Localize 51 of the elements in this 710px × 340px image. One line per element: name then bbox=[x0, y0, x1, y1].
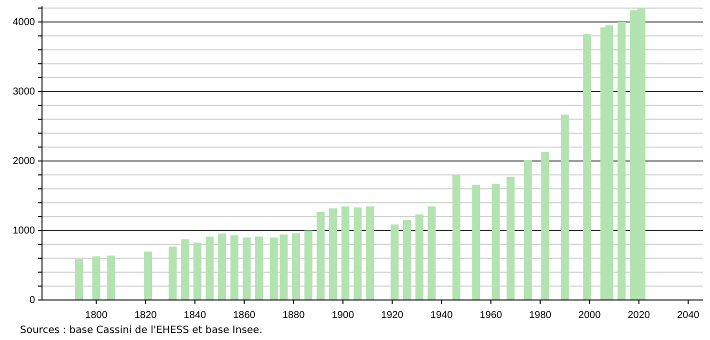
bar bbox=[341, 206, 350, 300]
x-tick-label: 1920 bbox=[381, 310, 404, 321]
y-tick-label: 4000 bbox=[12, 17, 36, 28]
bar bbox=[230, 235, 238, 300]
x-tick-label: 1960 bbox=[480, 310, 502, 321]
bar bbox=[255, 236, 264, 300]
x-tick-label: 1900 bbox=[332, 310, 354, 321]
x-tick-label: 1800 bbox=[85, 310, 108, 321]
bar bbox=[304, 230, 312, 300]
bar bbox=[242, 238, 251, 300]
bar bbox=[329, 208, 338, 300]
bar bbox=[452, 175, 460, 300]
bar bbox=[415, 214, 424, 300]
bar bbox=[74, 259, 83, 300]
bar bbox=[560, 114, 569, 300]
bar bbox=[618, 22, 626, 300]
x-tick-label: 2040 bbox=[677, 310, 700, 321]
bar bbox=[583, 34, 592, 300]
x-tick-label: 1980 bbox=[529, 310, 552, 321]
x-tick-label: 1880 bbox=[282, 310, 306, 321]
y-tick-label: 3000 bbox=[12, 86, 36, 98]
source-note: Sources : base Cassini de l'EHESS et base Insee. bbox=[20, 325, 262, 336]
x-tick-label: 1860 bbox=[233, 310, 256, 321]
bar bbox=[524, 160, 532, 300]
bar bbox=[206, 236, 214, 300]
y-tick-label: 2000 bbox=[12, 156, 36, 168]
bar bbox=[144, 252, 152, 300]
x-tick-label: 2000 bbox=[578, 310, 602, 321]
bar bbox=[181, 239, 190, 300]
bar bbox=[492, 184, 500, 300]
bar bbox=[428, 206, 436, 300]
bar bbox=[107, 256, 116, 300]
bar bbox=[92, 256, 100, 300]
x-tick-label: 1820 bbox=[134, 310, 158, 321]
bar bbox=[506, 176, 515, 300]
bar bbox=[390, 224, 399, 300]
bar bbox=[366, 206, 374, 300]
bar bbox=[168, 246, 177, 300]
bar bbox=[218, 233, 226, 300]
x-tick-label: 2020 bbox=[628, 310, 650, 321]
bar bbox=[472, 184, 480, 300]
y-tick-label: 0 bbox=[29, 295, 36, 306]
bar bbox=[541, 152, 550, 300]
bar bbox=[354, 207, 362, 300]
bar bbox=[403, 220, 412, 300]
bar bbox=[292, 233, 300, 300]
bar bbox=[193, 242, 202, 300]
x-tick-label: 1940 bbox=[430, 310, 454, 321]
bar bbox=[316, 212, 325, 300]
y-tick-label: 1000 bbox=[12, 226, 36, 237]
x-tick-label: 1840 bbox=[184, 310, 206, 321]
